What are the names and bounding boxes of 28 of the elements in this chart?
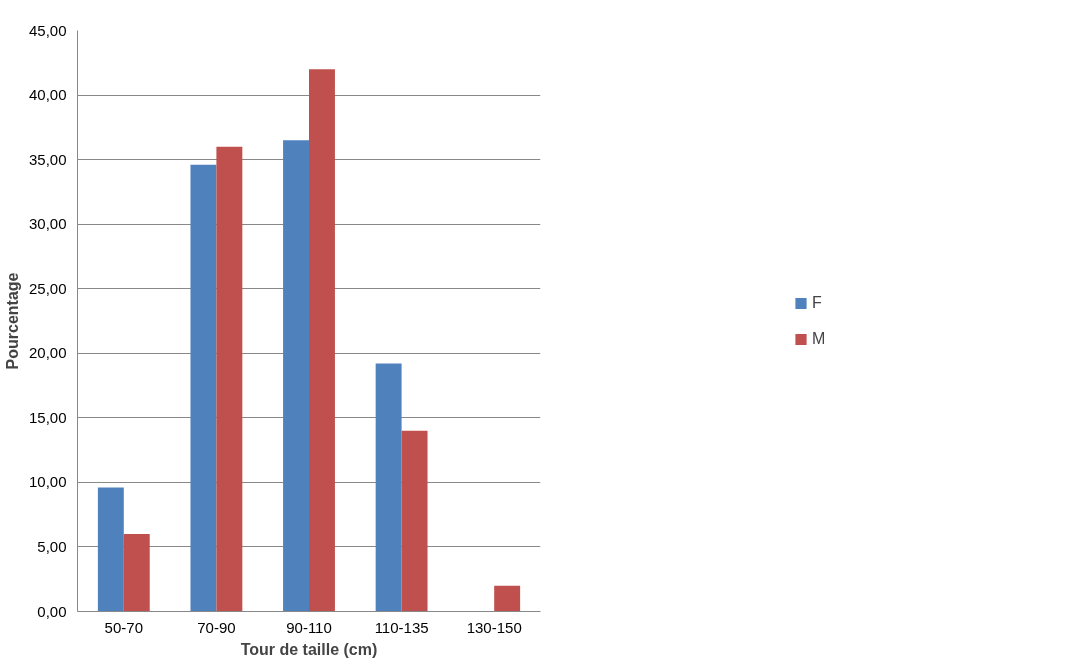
bar	[216, 146, 243, 612]
y-tick-label: 5,00	[37, 537, 67, 555]
bar	[190, 164, 217, 612]
bar	[309, 69, 335, 612]
x-axis-title: Tour de taille (cm)	[240, 640, 378, 658]
y-tick-label: 40,00	[28, 86, 67, 104]
y-tick-label: 35,00	[28, 150, 67, 168]
x-tick-label: 110-135	[374, 618, 429, 636]
y-tick-label: 25,00	[28, 279, 67, 297]
y-tick-label: 20,00	[28, 344, 67, 362]
y-tick-label: 45,00	[28, 21, 67, 39]
bar	[375, 363, 402, 612]
legend-label: M	[812, 329, 827, 348]
bar	[97, 487, 124, 612]
bar	[283, 140, 309, 612]
legend-label: F	[812, 293, 823, 312]
y-tick-label: 0,00	[37, 602, 67, 620]
y-tick-label: 15,00	[28, 408, 67, 426]
x-tick-label: 90-110	[286, 618, 332, 636]
y-tick-label: 10,00	[28, 473, 67, 491]
x-tick-label: 50-70	[104, 618, 143, 636]
bar	[401, 430, 428, 612]
x-tick-label: 70-90	[197, 618, 236, 636]
bar	[123, 534, 150, 612]
y-axis-title: Pourcentage	[3, 272, 21, 370]
y-tick-label: 30,00	[28, 215, 67, 233]
x-tick-label: 130-150	[466, 618, 522, 636]
bar	[494, 585, 521, 612]
